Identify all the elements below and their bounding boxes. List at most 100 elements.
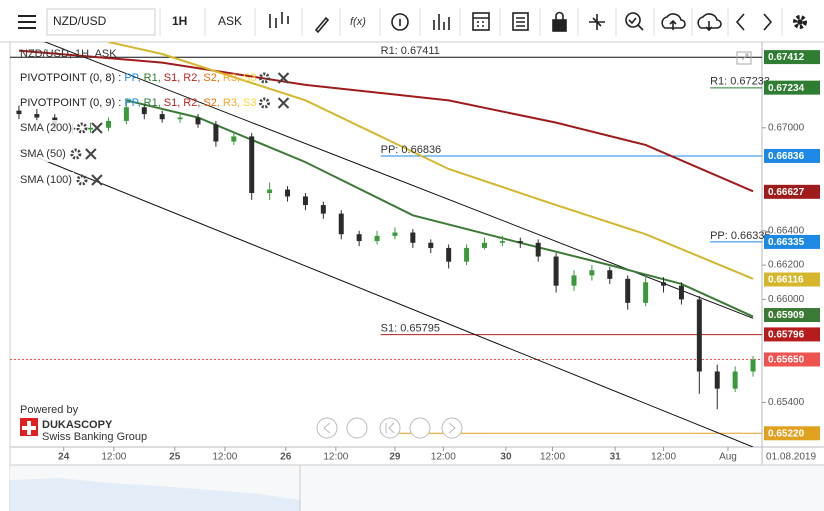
price-tag (764, 352, 820, 367)
indicator-legend: PIVOTPOINT (0, 8) : PP, R1, S1, R2, S2, R3, S3 (20, 72, 257, 84)
x-tick-label: 12:00 (212, 452, 237, 463)
sma-line (18, 49, 754, 193)
remove-icon[interactable] (91, 122, 103, 134)
candle-body (607, 270, 613, 279)
y-tick-label: 0.66200 (768, 260, 805, 271)
x-tick-label: 25 (169, 452, 181, 463)
candle-body (499, 241, 505, 243)
candle-body (714, 371, 720, 389)
pivot-label: PP: 0.66335 (710, 230, 771, 242)
candle-body (213, 124, 219, 142)
legend-bg (18, 146, 68, 162)
price-tag (764, 80, 820, 95)
price-tag (764, 148, 820, 163)
candle-body (589, 270, 595, 276)
candle-body (678, 285, 684, 300)
legend-entry: SMA (50) (20, 148, 66, 160)
candle-body (16, 110, 22, 115)
y-tick-label: 0.67000 (768, 122, 805, 133)
settings-icon[interactable] (70, 148, 82, 160)
chart-title: NZD/USD, 1H, ASK (20, 48, 117, 60)
indicator-component: R3, (223, 97, 240, 109)
candle-body (177, 117, 183, 120)
brand-tagline: Swiss Banking Group (42, 431, 147, 443)
legend-entry: SMA (100) (20, 174, 72, 186)
settings-icon[interactable] (76, 122, 88, 134)
candle-body (481, 242, 487, 248)
settings-icon[interactable] (259, 72, 271, 84)
brand-name: DUKASCOPY (42, 419, 113, 431)
indicator-component: R2, (183, 97, 200, 109)
indicator-component: S1, (164, 97, 181, 109)
indicator-component: S3 (243, 72, 256, 84)
x-tick-label: 12:00 (431, 452, 456, 463)
candle-body (88, 127, 94, 130)
toolbar-separators (159, 8, 783, 36)
candle-body (464, 247, 470, 262)
indicator-component: S3 (243, 97, 256, 109)
y-tick-label: 0.65400 (768, 397, 805, 408)
pivot-label: R1: 0.67233 (710, 76, 770, 88)
candle-body (231, 136, 237, 142)
menu-button[interactable] (18, 15, 36, 29)
candle-body (285, 189, 291, 197)
overlay: R1: 0.67411 R1: 0.67233 PP: 0.66836 PP: 0.6… (18, 45, 771, 335)
indicator-component: R2, (183, 72, 200, 84)
price-tag (764, 308, 820, 323)
y-tick-label: 0.66000 (768, 294, 805, 305)
price-tag-label: 0.65650 (768, 355, 805, 366)
candle-body (374, 235, 380, 242)
price-tag-label: 0.66335 (768, 237, 805, 248)
candle-body (249, 136, 255, 194)
price-tag (764, 184, 820, 199)
candle-body (34, 114, 40, 118)
expand-icon[interactable] (736, 51, 752, 65)
pivot-label: S1: 0.65795 (381, 323, 440, 335)
timeframe-button[interactable]: 1H (172, 14, 187, 28)
remove-icon[interactable] (277, 72, 290, 84)
remove-icon[interactable] (85, 148, 97, 160)
price-tag-label: 0.65909 (768, 310, 805, 321)
logo-cross (22, 421, 36, 435)
price-tag-label: 0.65220 (768, 428, 805, 439)
candle-body (553, 256, 559, 286)
candle-body (123, 107, 129, 121)
price-type-button[interactable]: ASK (218, 14, 242, 28)
candle-body (661, 282, 667, 286)
legend-bg (18, 120, 74, 136)
indicator-separator: : (115, 72, 124, 84)
candle-body (446, 247, 452, 262)
indicator-separator: : (115, 97, 124, 109)
navigator-area (10, 478, 300, 511)
indicator-component: S1, (164, 72, 181, 84)
settings-icon[interactable] (76, 174, 88, 186)
toolbar-icons[interactable]: f(x) (269, 11, 807, 34)
x-tick-label: 30 (500, 452, 512, 463)
x-tick-label: Aug (719, 452, 737, 463)
price-tag (764, 50, 820, 65)
price-tag (764, 327, 820, 342)
remove-icon[interactable] (277, 97, 290, 109)
indicator-component: R1, (144, 97, 161, 109)
date-label: 01.08.2019 (766, 452, 816, 463)
candle-body (535, 242, 541, 257)
price-tag (764, 234, 820, 249)
price-tag-label: 0.66116 (768, 275, 804, 286)
indicator-component: S2, (203, 72, 220, 84)
candle-body (517, 241, 523, 243)
playback-controls[interactable] (316, 417, 463, 439)
indicator-name: PIVOTPOINT (0, 8) (20, 72, 115, 84)
candle-body (643, 282, 649, 303)
pivot-label: PP: 0.66836 (381, 144, 442, 156)
candle-body (625, 278, 631, 303)
candle-body (392, 232, 398, 236)
powered-by: Powered by (20, 404, 79, 416)
remove-icon[interactable] (91, 174, 103, 186)
toolbar: NZD/USD 1H ASK f(x) (0, 0, 824, 43)
symbol-input[interactable] (46, 8, 156, 36)
candle-body (159, 114, 165, 120)
indicator-component: R3, (223, 72, 240, 84)
x-tick-label: 12:00 (101, 452, 126, 463)
settings-icon[interactable] (259, 97, 271, 109)
